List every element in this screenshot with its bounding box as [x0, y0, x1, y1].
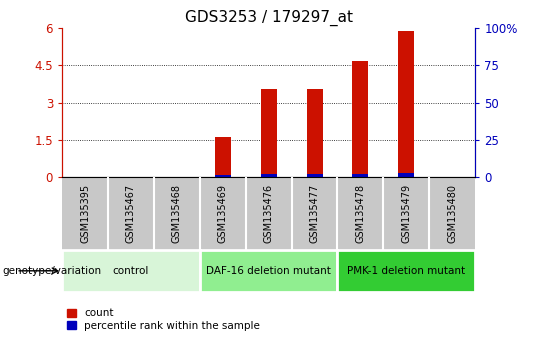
- Bar: [261, 89, 276, 177]
- Text: PMK-1 deletion mutant: PMK-1 deletion mutant: [347, 266, 465, 276]
- Bar: [353, 61, 368, 177]
- Text: genotype/variation: genotype/variation: [3, 266, 102, 276]
- Text: GSM135469: GSM135469: [218, 184, 228, 243]
- Text: GSM135468: GSM135468: [172, 184, 182, 243]
- Text: DAF-16 deletion mutant: DAF-16 deletion mutant: [206, 266, 331, 276]
- Bar: [307, 174, 322, 177]
- Bar: [399, 31, 414, 177]
- Bar: [353, 174, 368, 177]
- Bar: [200, 250, 338, 292]
- Bar: [261, 174, 276, 177]
- Text: GSM135467: GSM135467: [126, 184, 136, 243]
- Bar: [215, 137, 231, 177]
- Text: GSM135395: GSM135395: [80, 184, 90, 243]
- Text: GSM135480: GSM135480: [447, 184, 457, 243]
- Bar: [399, 172, 414, 177]
- Text: GSM135479: GSM135479: [401, 184, 411, 243]
- Text: control: control: [113, 266, 149, 276]
- Bar: [307, 89, 322, 177]
- Bar: [215, 175, 231, 177]
- Title: GDS3253 / 179297_at: GDS3253 / 179297_at: [185, 9, 353, 25]
- Bar: [338, 250, 475, 292]
- Legend: count, percentile rank within the sample: count, percentile rank within the sample: [68, 308, 260, 331]
- Bar: [62, 250, 200, 292]
- Text: GSM135478: GSM135478: [355, 184, 366, 243]
- Text: GSM135477: GSM135477: [309, 184, 320, 243]
- Text: GSM135476: GSM135476: [264, 184, 274, 243]
